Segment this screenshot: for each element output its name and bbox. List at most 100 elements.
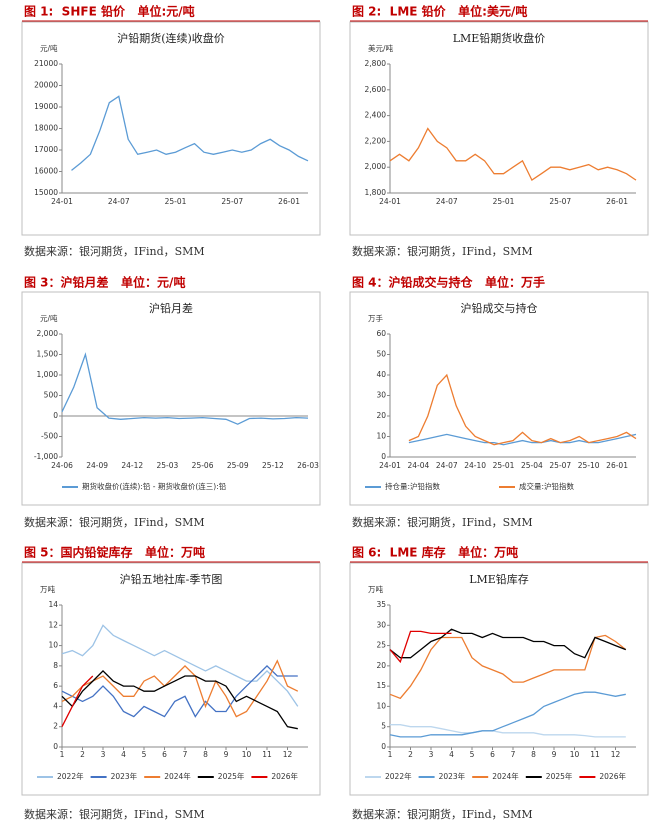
y-tick-label: 0 [381,452,386,461]
y-unit: 元/吨 [40,313,58,323]
x-tick-label: 2 [80,750,85,759]
x-tick-label: 1 [388,750,393,759]
x-tick-label: 3 [429,750,434,759]
y-tick-label: 30 [376,391,386,400]
x-tick-label: 24-07 [436,197,458,206]
x-tick-label: 25-04 [521,461,543,470]
x-tick-label: 25-07 [549,197,571,206]
y-unit: 万吨 [368,584,383,594]
x-tick-label: 25-07 [549,461,571,470]
y-tick-label: 14 [48,600,58,609]
legend-label: 2025年 [546,771,573,781]
legend-label: 2024年 [492,771,519,781]
y-tick-label: 30 [376,620,386,629]
x-tick-label: 6 [162,750,167,759]
source: 数据来源：银河期货，IFind，SMM [24,515,205,529]
y-tick-label: 2,400 [365,111,387,120]
y-tick-label: 4 [53,701,58,710]
x-tick-label: 26-01 [606,461,628,470]
y-tick-label: 15 [376,681,386,690]
y-tick-label: 20 [376,661,386,670]
x-tick-label: 26-01 [278,197,300,206]
y-tick-label: 2,000 [365,162,387,171]
x-tick-label: 24-04 [407,461,429,470]
y-tick-label: 21000 [34,59,58,68]
x-tick-label: 25-07 [221,197,243,206]
x-tick-label: 24-10 [464,461,486,470]
legend-label: 持仓量:沪铅指数 [385,481,441,491]
series-line [389,634,627,700]
x-tick-label: 25-01 [165,197,187,206]
x-tick-label: 26-03 [297,461,319,470]
x-tick-label: 25-12 [262,461,284,470]
y-tick-label: 10 [376,432,386,441]
y-tick-label: 2,600 [365,85,387,94]
series-line [61,624,299,707]
y-tick-label: 18000 [34,124,58,133]
x-tick-label: 24-06 [51,461,73,470]
y-tick-label: 500 [44,391,59,400]
y-tick-label: 50 [376,350,386,359]
legend-label: 2024年 [164,771,191,781]
chart-box [349,562,649,796]
chart-box [21,21,321,236]
caption: 图 5：国内铅锭库存 单位：万吨 [24,545,205,560]
chart-title: 沪铅五地社库-季节图 [120,572,223,586]
source: 数据来源：银河期货，IFind，SMM [24,807,205,821]
y-tick-label: 5 [381,722,386,731]
x-tick-label: 6 [490,750,495,759]
x-tick-label: 12 [611,750,621,759]
y-tick-label: 1,500 [37,350,59,359]
series-line [61,669,298,730]
chart-title: 沪铅期货(连续)收盘价 [117,31,225,45]
y-tick-label: 6 [53,681,58,690]
x-tick-label: 10 [570,750,580,759]
y-tick-label: 2 [53,722,58,731]
source: 数据来源：银河期货，IFind，SMM [352,244,533,258]
x-tick-label: 25-10 [578,461,600,470]
y-tick-label: 0 [53,742,58,751]
x-tick-label: 4 [121,750,126,759]
chart-title: LME铅期货收盘价 [453,31,546,45]
series-line [61,675,94,727]
source: 数据来源：银河期货，IFind，SMM [352,807,533,821]
x-tick-label: 24-09 [86,461,108,470]
x-tick-label: 7 [511,750,516,759]
x-tick-label: 1 [60,750,65,759]
y-tick-label: 35 [376,600,386,609]
y-tick-label: 17000 [34,145,58,154]
x-tick-label: 24-01 [379,461,401,470]
x-tick-label: 25-09 [227,461,249,470]
y-tick-label: 12 [48,620,58,629]
y-tick-label: -1,000 [34,452,58,461]
x-tick-label: 8 [531,750,536,759]
y-tick-label: 0 [53,411,58,420]
y-tick-label: 25 [376,641,386,650]
y-tick-label: 1,000 [37,370,59,379]
x-tick-label: 9 [224,750,229,759]
x-tick-label: 24-07 [108,197,130,206]
x-tick-label: 7 [183,750,188,759]
legend-label: 2025年 [218,771,245,781]
x-tick-label: 8 [203,750,208,759]
x-tick-label: 10 [242,750,252,759]
series-line [389,691,626,738]
chart-box [349,21,649,236]
x-tick-label: 24-01 [379,197,401,206]
x-tick-label: 25-01 [493,197,515,206]
y-tick-label: 10 [376,701,386,710]
legend-label: 2022年 [385,771,412,781]
source: 数据来源：银河期货，IFind，SMM [352,515,533,529]
x-tick-label: 3 [101,750,106,759]
y-tick-label: 40 [376,370,386,379]
x-tick-label: 25-01 [493,461,515,470]
caption: 图 2: LME 铅价 单位:美元/吨 [352,4,527,19]
y-tick-label: 16000 [34,167,58,176]
series-line [389,630,452,664]
x-tick-label: 2 [408,750,413,759]
chart-title: 沪铅成交与持仓 [461,301,538,315]
x-tick-label: 5 [142,750,147,759]
y-tick-label: 60 [376,329,386,338]
chart-title: 沪铅月差 [149,301,193,315]
